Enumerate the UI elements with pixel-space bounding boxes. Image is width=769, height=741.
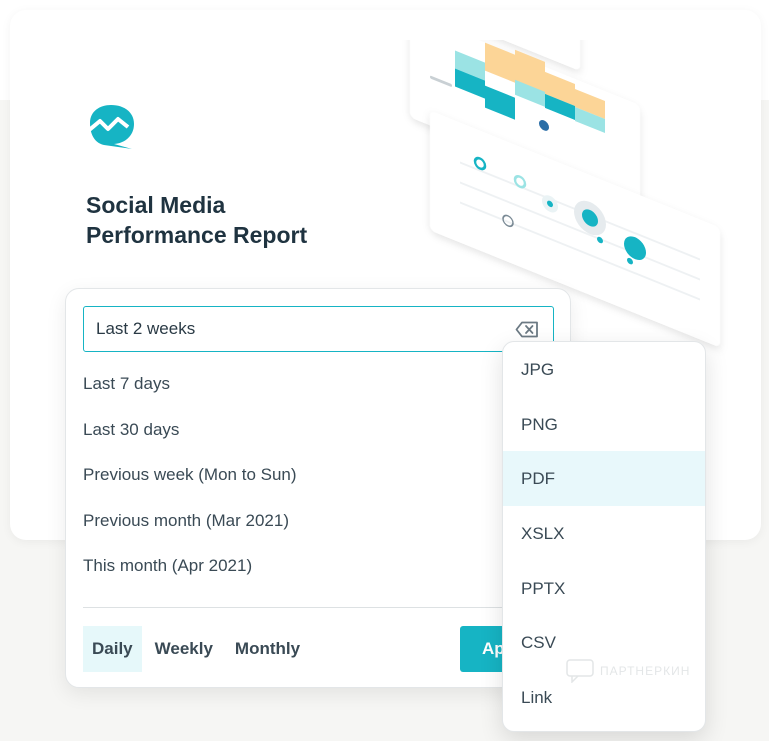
granularity-daily-button[interactable]: Daily	[83, 626, 142, 672]
format-option-pptx[interactable]: PPTX	[521, 578, 566, 598]
report-title: Social Media Performance Report	[86, 190, 386, 250]
preset-previous-week[interactable]: Previous week (Mon to Sun)	[83, 465, 297, 484]
format-option-pdf[interactable]: PDF	[503, 451, 705, 507]
backspace-clear-icon[interactable]	[515, 321, 539, 338]
date-preset-list: Last 7 days Last 30 days Previous week (…	[66, 361, 506, 589]
report-illustration	[400, 40, 720, 346]
report-title-line1: Social Media	[86, 192, 226, 218]
illus-page-bubbles	[430, 112, 720, 346]
date-range-input[interactable]	[96, 317, 496, 341]
watermark-text: ПАРТНЕРКИН	[600, 664, 691, 678]
watermark: ПАРТНЕРКИН	[566, 656, 726, 686]
watermark-chat-icon	[566, 659, 594, 683]
preset-this-month[interactable]: This month (Apr 2021)	[83, 556, 253, 575]
report-title-line2: Performance Report	[86, 222, 308, 248]
format-option-xslx[interactable]: XSLX	[521, 524, 565, 544]
export-format-list: JPG PNG PDF XSLX PPTX CSV Link	[503, 342, 705, 725]
granularity-toggle: Daily Weekly Monthly	[83, 626, 313, 672]
twitter-bird-icon	[539, 120, 549, 131]
format-option-jpg[interactable]: JPG	[521, 360, 555, 379]
date-range-field[interactable]	[83, 306, 554, 352]
export-format-menu: JPG PNG PDF XSLX PPTX CSV Link	[502, 341, 706, 732]
divider	[83, 607, 554, 608]
date-range-popover: Last 7 days Last 30 days Previous week (…	[65, 288, 571, 688]
format-option-png[interactable]: PNG	[521, 414, 558, 434]
granularity-weekly-button[interactable]: Weekly	[154, 639, 213, 658]
format-option-csv[interactable]: CSV	[521, 633, 556, 653]
chart-bubble-logo-icon	[86, 105, 134, 149]
illus-page-bars	[410, 40, 640, 209]
preset-last-7-days[interactable]: Last 7 days	[83, 374, 170, 393]
format-option-link[interactable]: Link	[521, 688, 553, 708]
preset-previous-month[interactable]: Previous month (Mar 2021)	[83, 510, 289, 530]
preset-last-30-days[interactable]: Last 30 days	[83, 419, 180, 439]
granularity-monthly-button[interactable]: Monthly	[234, 639, 301, 658]
